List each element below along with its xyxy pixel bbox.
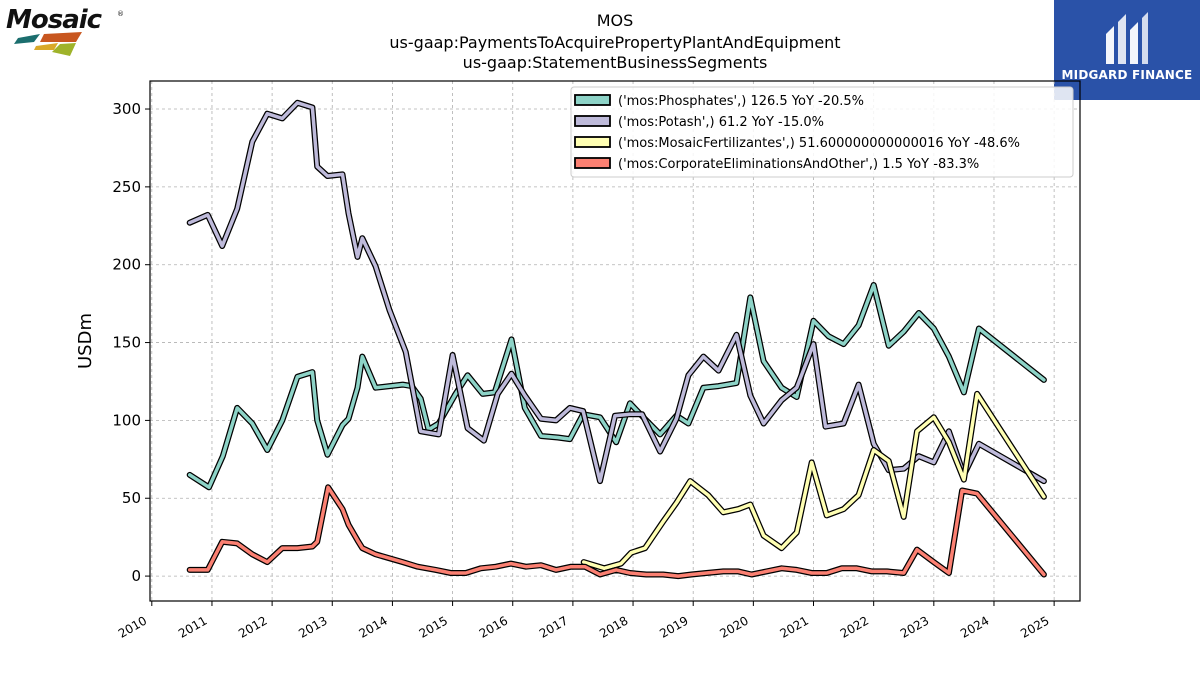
x-tick-label: 2020 xyxy=(717,613,750,640)
watermark-text: MIDGARD FINANCE xyxy=(1061,68,1193,82)
legend-label-1: ('mos:Potash',) 61.2 YoY -15.0% xyxy=(618,115,824,130)
x-tick-label: 2021 xyxy=(778,613,811,640)
logo-tile-green xyxy=(52,43,76,56)
x-tick-label: 2011 xyxy=(176,613,209,640)
legend-label-2: ('mos:MosaicFertilizantes',) 51.60000000… xyxy=(618,136,1020,151)
legend-label-0: ('mos:Phosphates',) 126.5 YoY -20.5% xyxy=(618,94,864,109)
x-tick-label: 2014 xyxy=(356,613,389,640)
series-line-3 xyxy=(187,485,1046,578)
series-line-outline-2 xyxy=(580,390,1047,572)
logo-tile-orange xyxy=(40,32,82,42)
logo-wordmark: Mosaic xyxy=(6,5,103,35)
midgard-finance-badge: MIDGARD FINANCE xyxy=(1054,0,1200,100)
midgard-monogram-icon xyxy=(1106,12,1148,64)
y-axis-label: USDm xyxy=(75,313,96,369)
y-tick-label: 150 xyxy=(112,334,141,352)
x-tick-label: 2025 xyxy=(1018,613,1051,640)
y-tick-label: 200 xyxy=(112,256,141,274)
legend: ('mos:Phosphates',) 126.5 YoY -20.5% ('mo… xyxy=(570,86,1074,178)
y-tick-label: 250 xyxy=(112,178,141,196)
x-tick-label: 2012 xyxy=(236,613,269,640)
x-tick-label: 2022 xyxy=(838,613,871,640)
x-axis: 2010 2011 2012 2013 2014 2015 2016 2017 2018 2019… xyxy=(116,601,1055,641)
legend-label-3: ('mos:CorporateEliminationsAndOther',) 1… xyxy=(618,157,979,172)
x-tick-label: 2019 xyxy=(657,613,690,640)
chart-title: MOS xyxy=(596,11,634,30)
legend-swatch-3 xyxy=(574,157,611,169)
x-tick-label: 2017 xyxy=(537,613,570,640)
y-tick-label: 50 xyxy=(122,489,141,507)
y-tick-label: 0 xyxy=(131,567,141,585)
logo-tile-teal xyxy=(14,34,40,44)
legend-swatch-1 xyxy=(574,115,611,127)
x-tick-label: 2010 xyxy=(116,613,149,640)
mosaic-logo: Mosaic ® xyxy=(6,5,124,56)
y-tick-label: 100 xyxy=(112,411,141,429)
x-tick-label: 2023 xyxy=(898,613,931,640)
chart-subtitle-2: us-gaap:StatementBusinessSegments xyxy=(462,53,768,72)
x-tick-label: 2015 xyxy=(417,613,450,640)
series-line-2 xyxy=(581,392,1046,571)
series-line-0 xyxy=(187,283,1046,490)
y-axis: 0 50 100 150 200 250 300 xyxy=(112,100,150,585)
legend-box xyxy=(570,86,1074,178)
x-tick-label: 2018 xyxy=(597,613,630,640)
logo-registered-mark: ® xyxy=(117,10,124,18)
series-lines xyxy=(186,99,1047,580)
x-tick-label: 2024 xyxy=(958,613,991,640)
x-tick-label: 2013 xyxy=(296,613,329,640)
series-line-1 xyxy=(187,101,1046,483)
x-tick-label: 2016 xyxy=(477,613,510,640)
legend-swatch-0 xyxy=(574,94,611,106)
legend-swatch-2 xyxy=(574,136,611,148)
chart-subtitle-1: us-gaap:PaymentsToAcquirePropertyPlantAn… xyxy=(389,33,841,52)
y-tick-label: 300 xyxy=(112,100,141,118)
logo-tile-gold xyxy=(34,43,58,50)
plot-frame xyxy=(149,80,1081,602)
